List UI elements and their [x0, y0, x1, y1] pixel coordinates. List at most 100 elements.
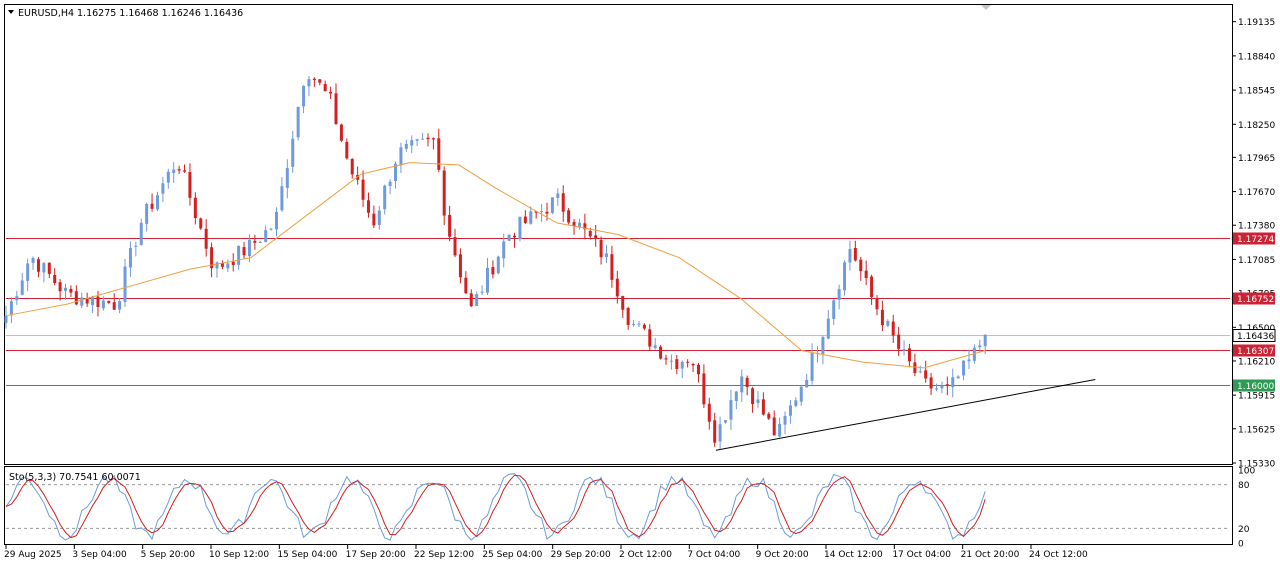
time-tick-label: 17 Oct 04:00 — [892, 550, 951, 560]
candle-body — [334, 93, 338, 124]
candle-body — [805, 379, 809, 388]
candle-body — [47, 262, 51, 274]
time-axis: 29 Aug 2025 3 Sep 04:00 5 Sep 20:00 10 Sep … — [4, 545, 1088, 560]
price-tick-label: 1.15330 — [1238, 460, 1275, 470]
candle-body — [496, 256, 500, 274]
candle-body — [886, 320, 890, 326]
candle-body — [101, 300, 105, 309]
candle-body — [972, 347, 976, 361]
time-tick-label: 7 Oct 04:00 — [687, 550, 740, 560]
candle-body — [502, 241, 506, 259]
candle-body — [366, 200, 370, 213]
candle-body — [761, 399, 765, 415]
candle-body — [577, 222, 581, 228]
candle-body — [31, 258, 35, 263]
collapse-arrow-icon[interactable] — [8, 10, 14, 14]
price-tick-label: 1.18250 — [1238, 121, 1275, 131]
candle-body — [118, 301, 122, 310]
candle-body — [107, 300, 111, 303]
candle-body — [913, 362, 917, 374]
price-tick-label: 1.17965 — [1238, 154, 1275, 164]
candle-body — [9, 301, 13, 316]
chart-shift-marker[interactable] — [981, 5, 991, 10]
candle-body — [491, 267, 495, 275]
trendline-layer — [715, 378, 1096, 451]
candle-body — [112, 302, 116, 310]
candle-body — [669, 360, 673, 362]
time-tick-label: 29 Aug 2025 — [4, 550, 62, 560]
candle-body — [80, 297, 84, 306]
price-tick-label: 1.17670 — [1238, 188, 1275, 198]
candle-body — [702, 373, 706, 405]
price-tick-label: 1.16500 — [1238, 324, 1275, 334]
stoch-tick-label: 0 — [1238, 540, 1244, 550]
stochastic-title: Sto(5,3,3) 70.7541 60.0071 — [9, 472, 141, 483]
stoch-tick-label: 20 — [1238, 525, 1250, 535]
candle-body — [155, 195, 159, 210]
candle-body — [745, 377, 749, 388]
candle-body — [404, 143, 408, 149]
candle-body — [258, 242, 262, 244]
candle-body — [339, 124, 343, 141]
symbol-timeframe: EURUSD,H4 — [18, 8, 74, 19]
candle-body — [85, 297, 89, 304]
candle-body — [274, 211, 278, 230]
candle-body — [696, 364, 700, 375]
candle-body — [594, 235, 598, 239]
price-tick-label: 1.17380 — [1238, 222, 1275, 232]
horizontal-levels — [6, 238, 1230, 386]
level-tag-1.16752 — [1233, 292, 1275, 305]
price-tick-label: 1.18545 — [1238, 87, 1275, 97]
candle-body — [253, 240, 257, 243]
candle-body — [588, 231, 592, 237]
candle-body — [480, 291, 484, 293]
stochastic-indicator: 100 80 20 0 — [5, 467, 1255, 550]
time-tick-label: 15 Sep 04:00 — [277, 550, 337, 560]
candle-body — [691, 363, 695, 366]
candle-body — [431, 138, 435, 140]
candle-body — [783, 415, 787, 425]
candle-body — [626, 307, 630, 325]
time-tick-label: 2 Oct 12:00 — [619, 550, 672, 560]
candles — [4, 75, 987, 449]
candle-body — [69, 288, 73, 293]
candle-body — [983, 334, 987, 347]
level-label: 1.16000 — [1237, 382, 1274, 392]
candle-body — [880, 309, 884, 326]
candle-body — [410, 140, 414, 146]
candle-body — [485, 267, 489, 293]
time-tick-label: 9 Oct 20:00 — [756, 550, 809, 560]
candle-body — [843, 262, 847, 291]
candle-body — [139, 222, 143, 245]
time-tick-label: 10 Sep 12:00 — [209, 550, 269, 560]
candle-body — [442, 170, 446, 216]
candle-body — [740, 376, 744, 393]
candle-body — [350, 159, 354, 175]
candle-body — [177, 169, 181, 171]
candle-body — [837, 289, 841, 300]
candle-body — [859, 259, 863, 272]
candle-body — [128, 248, 132, 268]
level-label: 1.17274 — [1237, 235, 1274, 245]
candle-body — [870, 276, 874, 298]
candle-body — [58, 282, 62, 292]
candle-body — [204, 228, 208, 249]
candle-body — [469, 293, 473, 307]
candle-body — [848, 249, 852, 263]
candle-body — [642, 324, 646, 329]
candle-body — [615, 278, 619, 297]
candle-body — [534, 211, 538, 213]
candle-body — [166, 171, 170, 183]
time-tick-label: 24 Oct 12:00 — [1029, 550, 1088, 560]
candle-body — [832, 300, 836, 319]
candle-body — [523, 216, 527, 223]
candle-body — [707, 403, 711, 422]
candle-body — [680, 361, 684, 369]
candle-body — [464, 277, 468, 294]
candle-body — [545, 211, 549, 214]
candle-body — [518, 216, 522, 240]
candle-body — [729, 400, 733, 420]
candle-body — [312, 78, 316, 81]
